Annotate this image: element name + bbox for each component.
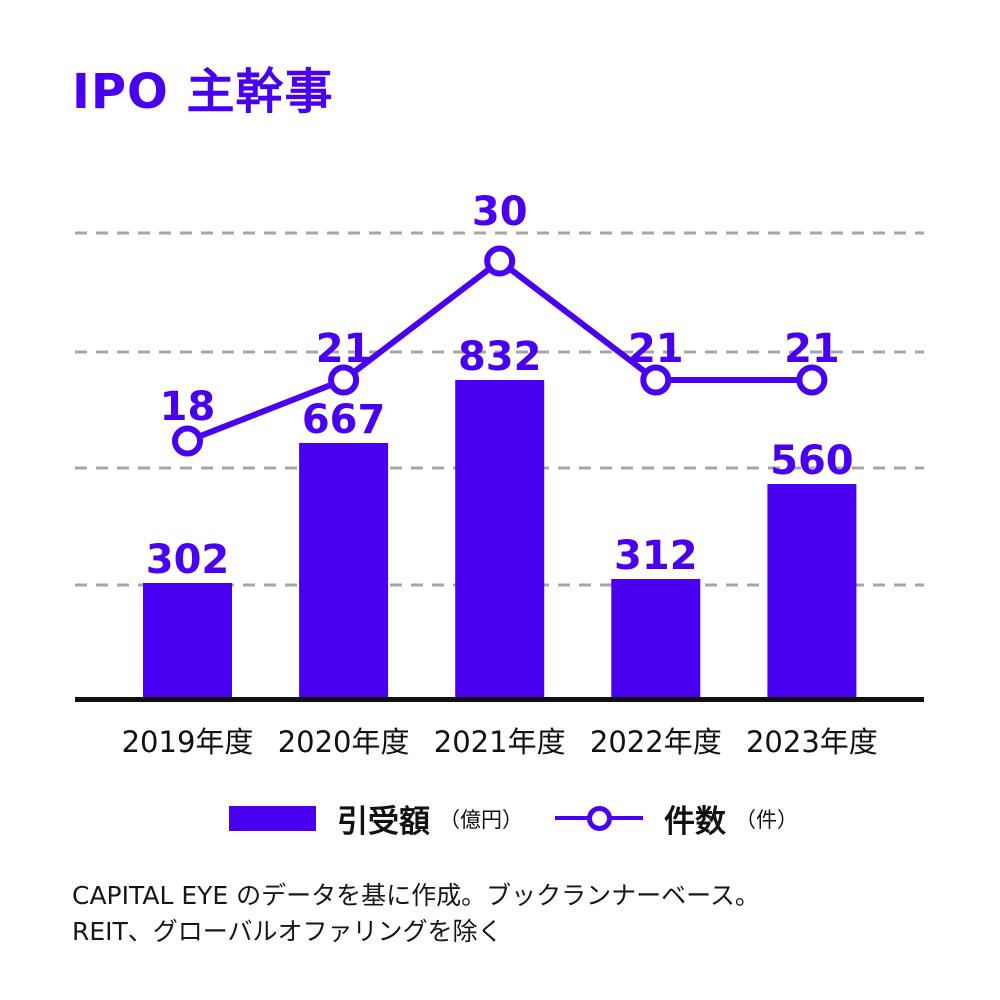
count-value-label-2019年度: 18 [160,384,216,430]
bar-2019年度 [143,583,232,698]
bar-value-label-2019年度: 302 [146,537,230,583]
count-marker-2023年度 [796,364,828,396]
count-value-label-2020年度: 21 [316,326,372,372]
count-value-label-2022年度: 21 [628,326,684,372]
count-marker-2022年度 [640,364,672,396]
legend-bar-item: 引受額 （億円） [337,802,523,840]
chart-title: IPO 主幹事 [72,64,334,120]
x-axis-label-2021年度: 2021年度 [434,725,566,759]
legend-bar-swatch-icon [229,806,316,831]
bar-value-label-2023年度: 560 [770,438,854,484]
bar-2021年度 [455,380,545,698]
footnote: CAPITAL EYE のデータを基に作成。ブックランナーベース。 REIT、グ… [72,878,760,950]
count-marker-2019年度 [172,425,203,457]
bar-value-label-2020年度: 667 [302,397,386,443]
bar-value-label-2021年度: 832 [458,334,542,380]
bar-2022年度 [611,579,701,698]
bar-value-label-2022年度: 312 [614,533,698,579]
x-axis-label-2020年度: 2020年度 [278,725,410,759]
legend-line-unit: （件） [735,807,798,832]
legend-bar-unit: （億円） [439,807,523,832]
count-value-label-2021年度: 30 [472,189,528,235]
count-marker-2021年度 [484,245,516,277]
legend-line-item: 件数 （件） [664,802,798,840]
footnote-line-2: REIT、グローバルオファリングを除く [72,917,503,946]
x-axis-label-2023年度: 2023年度 [746,725,878,759]
footnote-line-1: CAPITAL EYE のデータを基に作成。ブックランナーベース。 [72,881,760,910]
count-value-label-2023年度: 21 [784,326,840,372]
x-axis-line [75,697,924,702]
legend-line-marker-icon [587,806,612,831]
bar-2020年度 [299,443,389,698]
x-axis-label-2019年度: 2019年度 [122,725,254,759]
count-marker-2020年度 [328,364,360,396]
x-axis-label-2022年度: 2022年度 [590,725,722,759]
legend-line-label: 件数 [664,804,726,840]
bar-2023年度 [767,484,857,698]
legend-bar-label: 引受額 [337,804,430,840]
